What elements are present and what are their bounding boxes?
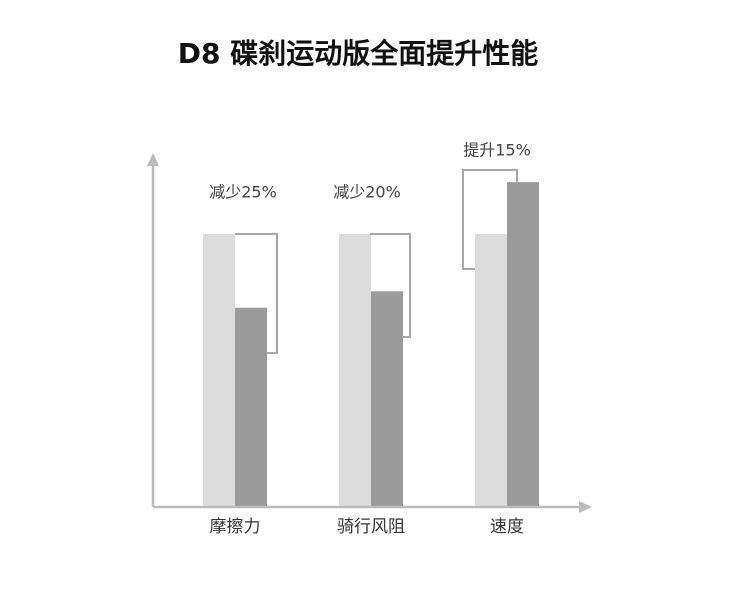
bracket bbox=[462, 169, 518, 270]
x-axis-arrow bbox=[579, 501, 592, 513]
y-axis-arrow bbox=[147, 153, 159, 166]
bar bbox=[235, 307, 267, 507]
bracket bbox=[370, 233, 411, 338]
bar bbox=[203, 234, 235, 507]
bar bbox=[339, 234, 371, 507]
chart-title: D8 碟刹运动版全面提升性能 bbox=[178, 37, 538, 70]
x-tick-label: 速度 bbox=[490, 517, 524, 537]
annotation: 减少25% bbox=[209, 183, 277, 202]
bracket bbox=[235, 233, 278, 354]
bar bbox=[475, 234, 507, 507]
bar bbox=[371, 291, 403, 507]
annotation: 提升15% bbox=[463, 141, 531, 160]
bar bbox=[507, 182, 539, 507]
annotation: 减少20% bbox=[333, 183, 401, 202]
x-tick-label: 摩擦力 bbox=[210, 517, 261, 537]
x-tick-label: 骑行风阻 bbox=[337, 517, 405, 537]
